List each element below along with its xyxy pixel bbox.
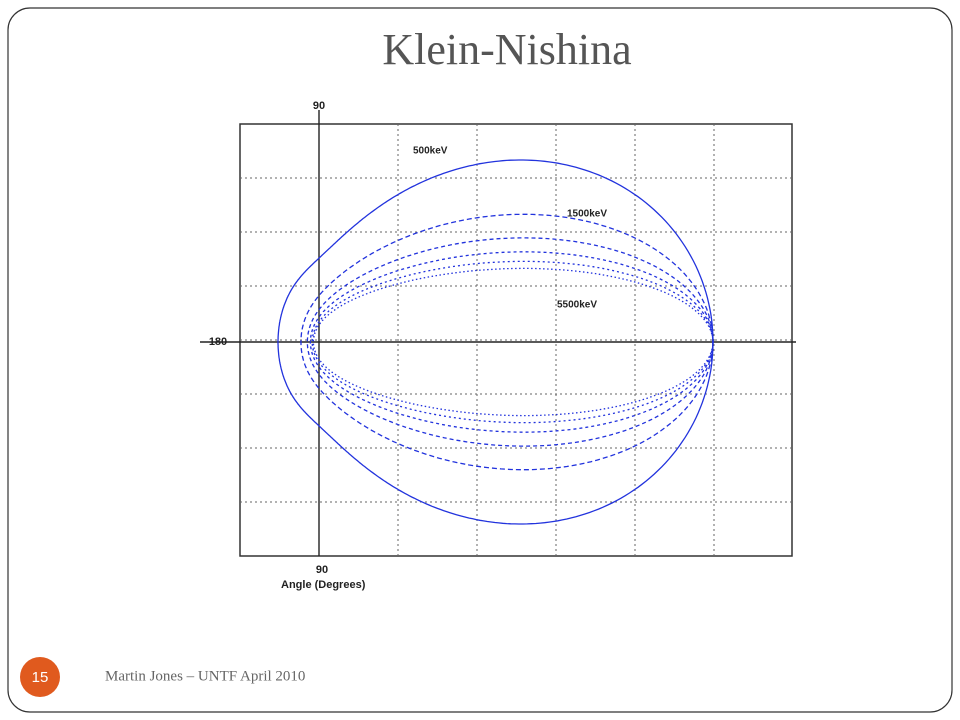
- curve-label: 5500keV: [557, 300, 597, 311]
- curve-label: 1500keV: [567, 209, 607, 220]
- scatter-curve: [306, 237, 714, 447]
- angle-label: 180: [209, 336, 227, 348]
- axis-title: Angle (Degrees): [281, 579, 366, 591]
- grid: [240, 124, 792, 556]
- curve-label: 500keV: [413, 146, 448, 157]
- scatter-curve: [277, 159, 714, 525]
- page-badge: [20, 657, 60, 697]
- angle-label: 90: [316, 564, 328, 576]
- page-number: 15: [32, 669, 49, 686]
- curves: [277, 159, 714, 525]
- angle-label: 90: [313, 100, 325, 112]
- scatter-curve: [300, 213, 714, 471]
- slide-title: Klein-Nishina: [382, 25, 631, 74]
- plot: 90 180 90 Angle (Degrees) 500keV 1500keV…: [200, 100, 796, 591]
- footer: Martin Jones – UNTF April 2010: [105, 668, 305, 684]
- scatter-curve: [309, 251, 714, 433]
